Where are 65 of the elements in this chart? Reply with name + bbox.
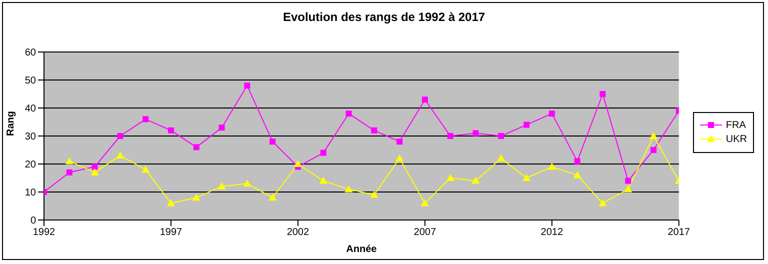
point: [166, 199, 175, 206]
point: [66, 169, 72, 176]
point: [168, 127, 174, 134]
point: [218, 182, 226, 190]
point: [192, 194, 200, 201]
point: [447, 133, 454, 139]
point: [600, 91, 606, 97]
point: [243, 180, 252, 187]
point: [370, 190, 378, 198]
point: [142, 116, 149, 122]
x-axis-title: Année: [346, 244, 378, 255]
point: [574, 158, 580, 164]
point: [268, 194, 277, 201]
point: [650, 147, 656, 153]
point: [346, 110, 352, 117]
point: [193, 144, 200, 150]
point: [142, 166, 150, 173]
y-tick-label: 20: [24, 160, 36, 171]
point: [270, 138, 276, 145]
y-tick-label: 30: [24, 132, 36, 143]
point: [396, 154, 404, 162]
y-tick-label: 50: [24, 76, 36, 87]
point: [320, 150, 326, 156]
x-tick-label: 2012: [540, 227, 564, 238]
x-tick-label: 2002: [286, 227, 310, 238]
point: [420, 199, 429, 206]
legend-label: FRA: [726, 120, 746, 130]
point: [497, 154, 506, 162]
x-tick-label: 2007: [414, 227, 436, 238]
point: [472, 130, 479, 136]
point: [598, 199, 607, 206]
point: [90, 168, 99, 176]
point: [548, 110, 555, 117]
point: [294, 160, 302, 167]
legend-label: UKR: [726, 134, 747, 144]
point: [524, 122, 530, 128]
x-tick-label: 2017: [668, 227, 690, 238]
y-tick-label: 40: [24, 104, 36, 115]
point: [396, 138, 403, 145]
point: [319, 176, 328, 184]
point: [522, 174, 531, 181]
point: [472, 176, 480, 184]
point: [218, 124, 225, 131]
point: [65, 157, 74, 164]
y-tick-label: 60: [24, 48, 36, 59]
point: [498, 133, 504, 139]
point: [116, 152, 124, 159]
point: [344, 185, 353, 192]
x-tick-label: 1992: [32, 227, 56, 238]
point: [92, 164, 98, 170]
point: [625, 178, 632, 184]
x-tick-label: 1997: [160, 227, 183, 238]
point: [573, 171, 582, 178]
point: [446, 174, 454, 181]
chart-title: Evolution des rangs de 1992 à 2017: [282, 10, 486, 24]
point: [244, 82, 250, 89]
point: [422, 96, 428, 103]
point: [371, 127, 378, 134]
y-tick-label: 0: [30, 216, 36, 227]
point: [624, 185, 632, 192]
y-tick-label: 10: [24, 188, 36, 199]
point: [548, 162, 556, 170]
point: [649, 132, 658, 139]
y-axis-title: Rang: [6, 111, 17, 136]
point: [117, 133, 124, 139]
